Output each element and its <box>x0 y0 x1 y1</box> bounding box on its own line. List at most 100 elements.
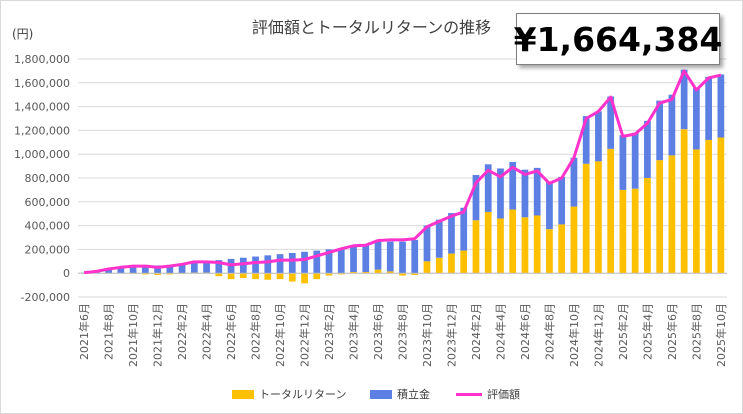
bar-total-return <box>337 273 345 275</box>
y-axis-unit-label: (円) <box>12 27 34 41</box>
bar-total-return <box>705 139 712 274</box>
bar-total-return <box>497 218 504 274</box>
bar-total-return <box>141 273 149 275</box>
bar-total-return <box>448 253 455 274</box>
bar-contribution <box>607 96 615 149</box>
bar-total-return <box>374 269 382 274</box>
bar-total-return <box>644 178 651 274</box>
x-tick-label: 2022年2月 <box>175 303 189 360</box>
x-tick-label: 2025年2月 <box>616 303 630 360</box>
y-tick-label: 1,600,000 <box>14 77 70 90</box>
bar-contribution <box>374 241 382 270</box>
bar-contribution <box>154 265 161 274</box>
x-tick-label: 2021年8月 <box>102 303 116 360</box>
bar-contribution <box>190 261 198 273</box>
bar-total-return <box>570 206 578 274</box>
x-tick-label: 2024年12月 <box>591 303 605 367</box>
y-tick-label: 200,000 <box>25 243 71 256</box>
bar-contribution <box>362 244 370 273</box>
bar-total-return <box>717 137 725 274</box>
bar-contribution <box>399 241 406 274</box>
legend-swatch-valuation <box>456 392 482 396</box>
bar-total-return <box>546 229 553 274</box>
bar-contribution <box>166 264 174 274</box>
x-tick-label: 2023年8月 <box>396 303 410 360</box>
y-tick-label: 600,000 <box>25 196 71 209</box>
valuation-line <box>83 69 722 275</box>
x-tick-label: 2025年4月 <box>640 303 654 360</box>
x-tick-label: 2024年8月 <box>542 303 556 360</box>
bar-contribution <box>460 207 468 251</box>
bar-contribution <box>693 87 700 150</box>
y-tick-label: 1,800,000 <box>14 53 70 66</box>
bar-contribution <box>215 260 223 274</box>
x-tick-label: 2023年6月 <box>371 303 385 360</box>
bar-contribution <box>301 251 308 274</box>
bar-contribution <box>178 263 186 274</box>
chart-title: 評価額とトータルリターンの推移 <box>251 18 492 37</box>
bar-contribution <box>521 169 529 218</box>
bar-contribution <box>350 245 357 273</box>
bar-total-return <box>595 161 602 274</box>
x-tick-label: 2022年10月 <box>273 303 287 367</box>
bar-total-return <box>154 273 161 275</box>
bar-contribution <box>435 219 443 258</box>
bar-contribution <box>105 269 112 274</box>
bar-total-return <box>288 273 296 282</box>
bar-contribution <box>631 132 639 189</box>
bar-contribution <box>141 264 149 274</box>
bar-contribution <box>337 248 345 274</box>
x-tick-label: 2023年2月 <box>322 303 336 360</box>
bar-contribution <box>595 111 602 162</box>
y-tick-label: 400,000 <box>25 220 71 233</box>
y-tick-label: 1,000,000 <box>14 148 70 161</box>
y-tick-label: 0 <box>63 267 70 280</box>
bar-contribution <box>313 250 321 274</box>
bar-contribution <box>717 74 725 138</box>
bar-total-return <box>582 163 590 274</box>
bar-total-return <box>509 209 517 274</box>
bar-total-return <box>301 273 308 284</box>
bar-total-return <box>386 271 394 274</box>
bar-contribution <box>680 69 688 130</box>
x-tick-label: 2024年4月 <box>493 303 507 360</box>
x-tick-label: 2023年12月 <box>444 303 458 367</box>
legend-label-valuation: 評価額 <box>487 388 520 401</box>
y-tick-label: 1,400,000 <box>14 101 70 114</box>
bar-total-return <box>264 273 272 280</box>
legend-label-return: トータルリターン <box>259 388 347 401</box>
bar-contribution <box>582 116 590 164</box>
x-tick-label: 2021年12月 <box>151 303 165 367</box>
y-tick-label: 800,000 <box>25 172 71 185</box>
x-tick-label: 2021年6月 <box>77 303 91 360</box>
bar-contribution <box>252 256 259 274</box>
bar-contribution <box>509 161 517 210</box>
bar-total-return <box>350 272 357 274</box>
bar-total-return <box>313 273 321 280</box>
bar-contribution <box>472 175 480 221</box>
bar-contribution <box>546 181 553 230</box>
bar-contribution <box>484 164 492 212</box>
bar-total-return <box>656 160 664 274</box>
x-tick-label: 2025年8月 <box>689 303 703 360</box>
bar-total-return <box>668 155 676 274</box>
x-tick-label: 2022年4月 <box>200 303 214 360</box>
bar-contribution <box>448 213 455 254</box>
y-tick-label: 1,200,000 <box>14 124 70 137</box>
bar-contribution <box>644 120 651 178</box>
bar-total-return <box>558 224 566 274</box>
bar-contribution <box>570 157 578 207</box>
bar-total-return <box>362 272 370 274</box>
bar-total-return <box>227 273 235 280</box>
x-tick-label: 2025年10月 <box>714 303 728 367</box>
bar-total-return <box>423 261 431 274</box>
x-tick-label: 2025年6月 <box>665 303 679 360</box>
x-tick-label: 2022年6月 <box>224 303 238 360</box>
bar-contribution <box>423 225 431 262</box>
bar-contribution <box>386 241 394 272</box>
bar-total-return <box>411 273 419 275</box>
y-tick-label: -200,000 <box>21 291 70 304</box>
bar-total-return <box>533 215 541 274</box>
bar-contribution <box>619 135 627 190</box>
